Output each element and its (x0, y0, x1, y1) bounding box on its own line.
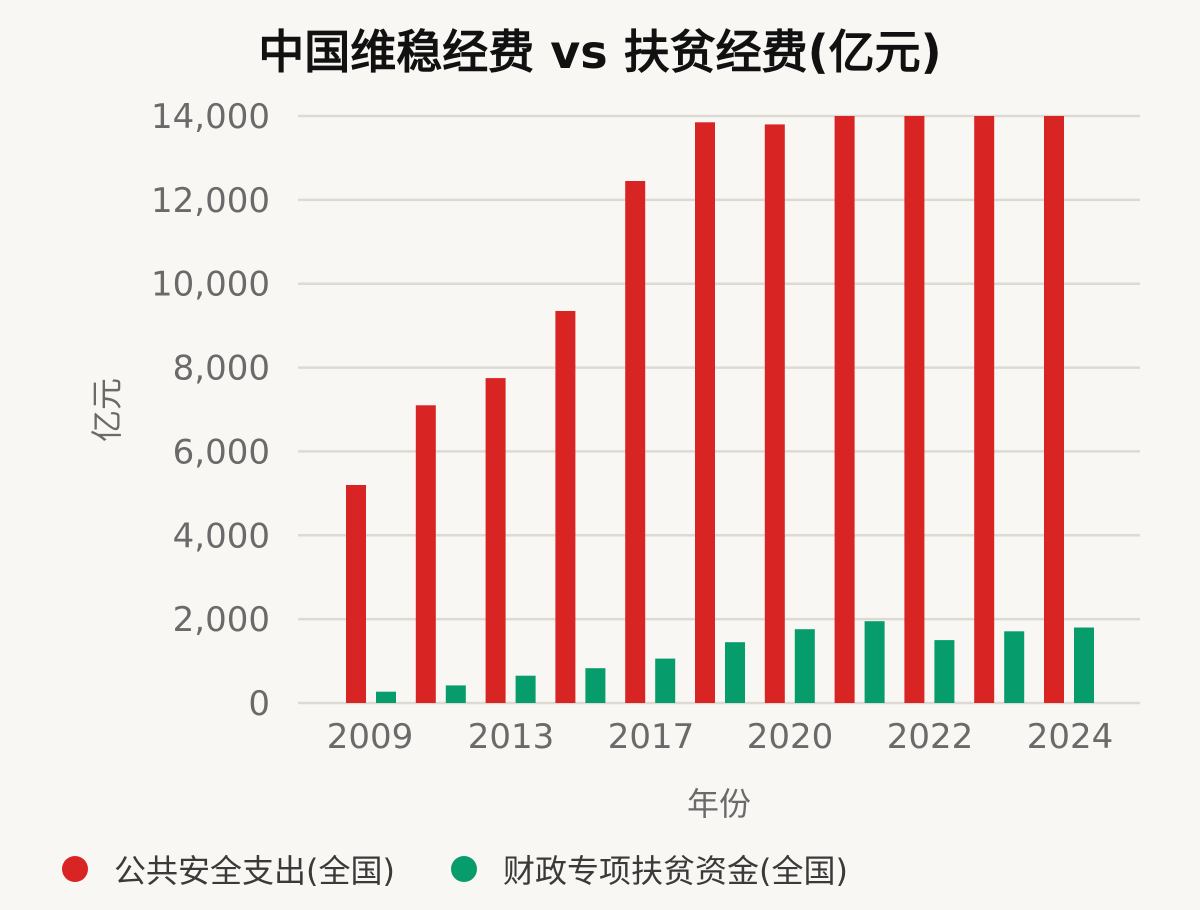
y-tick-label: 8,000 (173, 349, 270, 389)
grid-layer (298, 114, 1140, 705)
x-tick-label: 2022 (887, 717, 974, 757)
y-tick-label: 2,000 (173, 600, 270, 640)
y-tick-label: 12,000 (151, 181, 270, 221)
bar-public-security (346, 485, 366, 703)
bar-public-security (625, 181, 646, 703)
legend-swatch-public-security (62, 856, 88, 882)
bar-public-security (1044, 116, 1064, 703)
x-tick-label: 2013 (468, 717, 555, 757)
chart-title: 中国维稳经费 vs 扶贫经费(亿元) (258, 25, 942, 79)
bar-public-security (555, 311, 576, 703)
y-tick-label: 14,000 (151, 97, 270, 137)
x-tick-label: 2020 (747, 717, 834, 757)
bar-poverty-fund (376, 691, 396, 703)
ticks-layer: 0 2,000 4,000 6,000 8,000 10,000 12,000 14,000 2… (151, 97, 1113, 757)
y-tick-label: 10,000 (151, 265, 270, 305)
bar-public-security (904, 116, 925, 703)
bar-poverty-fund (445, 685, 466, 703)
y-tick-label: 0 (248, 684, 270, 724)
x-tick-label: 2024 (1027, 717, 1114, 757)
x-tick-label: 2009 (327, 717, 414, 757)
legend-swatch-poverty-fund (450, 856, 477, 882)
bar-poverty-fund (934, 640, 955, 703)
bar-poverty-fund (1004, 631, 1025, 703)
x-tick-label: 2017 (608, 717, 695, 757)
legend-label-poverty-fund: 财政专项扶贫资金(全国) (502, 852, 848, 890)
y-tick-label: 4,000 (173, 516, 270, 556)
bar-poverty-fund (655, 658, 676, 703)
y-axis-title: 亿元 (88, 378, 126, 442)
bar-public-security (974, 116, 995, 703)
bar-poverty-fund (515, 675, 536, 703)
bar-poverty-fund (1074, 627, 1094, 703)
y-tick-label: 6,000 (173, 432, 270, 472)
bar-poverty-fund (864, 621, 885, 703)
bar-public-security (834, 116, 855, 703)
legend-item-poverty-fund: 财政专项扶贫资金(全国) (450, 846, 848, 892)
bars-layer (346, 116, 1094, 704)
bar-public-security (415, 405, 436, 703)
bar-poverty-fund (585, 668, 606, 703)
bar-public-security (764, 124, 785, 703)
x-axis-title: 年份 (687, 785, 751, 823)
bar-public-security (695, 122, 715, 704)
bar-poverty-fund (725, 642, 745, 703)
legend-label-public-security: 公共安全支出(全国) (114, 852, 395, 890)
legend: 公共安全支出(全国) 财政专项扶贫资金(全国) (62, 846, 904, 892)
bar-poverty-fund (794, 629, 815, 703)
legend-item-public-security: 公共安全支出(全国) (62, 846, 395, 892)
bar-public-security (485, 378, 506, 703)
